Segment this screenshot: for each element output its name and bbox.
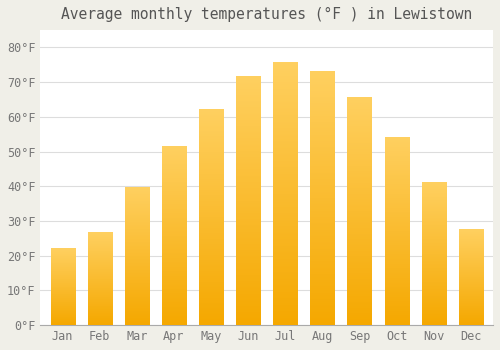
Title: Average monthly temperatures (°F ) in Lewistown: Average monthly temperatures (°F ) in Le… xyxy=(61,7,472,22)
